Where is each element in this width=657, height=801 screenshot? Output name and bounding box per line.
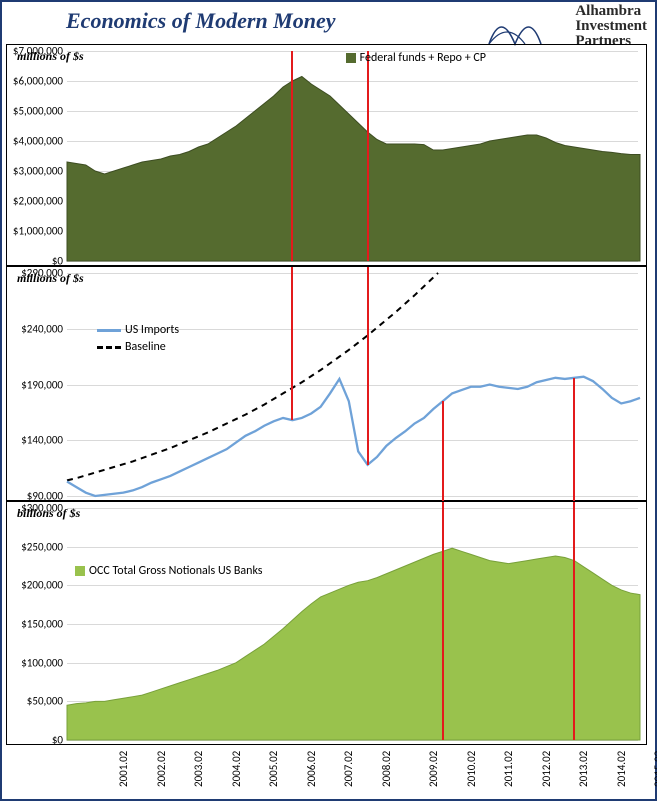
event-marker-line bbox=[291, 51, 293, 261]
legend-imports: US Imports bbox=[97, 323, 179, 337]
imports-series bbox=[67, 377, 640, 496]
y-axis-labels: $0 $50,000 $100,000 $150,000 $200,000 $250,00… bbox=[7, 502, 65, 744]
chart-title: Economics of Modern Money bbox=[66, 8, 336, 34]
x-tick-label: 2001.02 bbox=[117, 751, 130, 787]
y-tick-label: $250,000 bbox=[21, 541, 63, 552]
event-marker-line bbox=[573, 378, 575, 502]
logo-text: Alhambra Investment Partners bbox=[575, 4, 647, 49]
x-tick-label: 2003.02 bbox=[192, 751, 205, 787]
event-marker-line bbox=[291, 267, 293, 420]
x-tick-label: 2013.02 bbox=[577, 751, 590, 787]
legend-panel1: Federal funds + Repo + CP bbox=[346, 51, 486, 65]
y-axis-labels: $0 $1,000,000 $2,000,000 $3,000,000 $4,000,0… bbox=[7, 45, 65, 265]
panel-2: $90,000$140,000$190,000$240,000$290,000m… bbox=[6, 266, 647, 501]
x-tick-label: 2015.02 bbox=[652, 751, 657, 787]
panel-subtitle: millions of $s bbox=[17, 49, 84, 64]
panel-subtitle: millions of $s bbox=[17, 271, 84, 286]
logo-line-1: Alhambra bbox=[575, 4, 647, 19]
y-tick-label: $140,000 bbox=[21, 435, 63, 446]
page-container: Economics of Modern Money Alhambra Inves… bbox=[0, 0, 657, 801]
x-tick-label: 2006.02 bbox=[305, 751, 318, 787]
y-tick-label: $240,000 bbox=[21, 323, 63, 334]
x-tick-label: 2010.02 bbox=[465, 751, 478, 787]
legend-baseline: Baseline bbox=[97, 340, 179, 354]
y-tick-label: $50,000 bbox=[27, 696, 63, 707]
y-tick-label: $150,000 bbox=[21, 619, 63, 630]
x-tick-label: 2005.02 bbox=[267, 751, 280, 787]
y-tick-label: $100,000 bbox=[21, 657, 63, 668]
x-tick-label: 2008.02 bbox=[380, 751, 393, 787]
legend-label-3: OCC Total Gross Notionals US Banks bbox=[89, 564, 262, 578]
y-tick-label: $0 bbox=[52, 256, 63, 267]
y-tick-label: $90,000 bbox=[27, 491, 63, 502]
legend-panel3: OCC Total Gross Notionals US Banks bbox=[75, 564, 262, 578]
event-marker-line bbox=[367, 51, 369, 261]
x-tick-label: 2002.02 bbox=[155, 751, 168, 787]
x-tick-label: 2011.02 bbox=[502, 751, 515, 787]
x-axis: 2001.022002.022003.022004.022005.022006.… bbox=[126, 745, 657, 787]
logo-mark-icon bbox=[487, 6, 543, 46]
y-tick-label: $190,000 bbox=[21, 379, 63, 390]
y-tick-label: $1,000,000 bbox=[13, 226, 63, 237]
x-tick-label: 2014.02 bbox=[615, 751, 628, 787]
event-marker-line bbox=[367, 267, 369, 465]
y-tick-label: $6,000,000 bbox=[13, 76, 63, 87]
x-tick-label: 2007.02 bbox=[342, 751, 355, 787]
panel-3: $0 $50,000 $100,000 $150,000 $200,000 $250,00… bbox=[6, 501, 647, 745]
y-tick-label: $3,000,000 bbox=[13, 166, 63, 177]
header: Economics of Modern Money Alhambra Inves… bbox=[6, 6, 647, 44]
panel-subtitle: billions of $s bbox=[17, 506, 80, 521]
y-tick-label: $0 bbox=[52, 735, 63, 746]
panel-1: $0 $1,000,000 $2,000,000 $3,000,000 $4,000,0… bbox=[6, 44, 647, 266]
y-tick-label: $2,000,000 bbox=[13, 196, 63, 207]
logo: Alhambra Investment Partners bbox=[487, 6, 647, 44]
x-tick-label: 2004.02 bbox=[230, 751, 243, 787]
plot-area bbox=[67, 267, 638, 500]
chart-svg bbox=[67, 267, 640, 502]
area-series bbox=[67, 77, 640, 262]
event-marker-line bbox=[442, 502, 444, 740]
event-marker-line bbox=[442, 401, 444, 502]
y-tick-label: $200,000 bbox=[21, 580, 63, 591]
y-axis-labels: $90,000$140,000$190,000$240,000$290,000 bbox=[7, 267, 65, 500]
x-tick-label: 2012.02 bbox=[540, 751, 553, 787]
event-marker-line bbox=[573, 502, 575, 740]
plot-area bbox=[67, 502, 638, 744]
legend-panel2: US Imports Baseline bbox=[97, 323, 179, 354]
legend-label-1: Federal funds + Repo + CP bbox=[360, 51, 486, 65]
panels-container: $0 $1,000,000 $2,000,000 $3,000,000 $4,000,0… bbox=[6, 44, 647, 787]
chart-svg bbox=[67, 45, 640, 267]
x-tick-label: 2009.02 bbox=[427, 751, 440, 787]
plot-area bbox=[67, 45, 638, 265]
y-tick-label: $5,000,000 bbox=[13, 106, 63, 117]
chart-svg bbox=[67, 502, 640, 746]
y-tick-label: $4,000,000 bbox=[13, 136, 63, 147]
logo-line-2: Investment bbox=[575, 19, 647, 34]
